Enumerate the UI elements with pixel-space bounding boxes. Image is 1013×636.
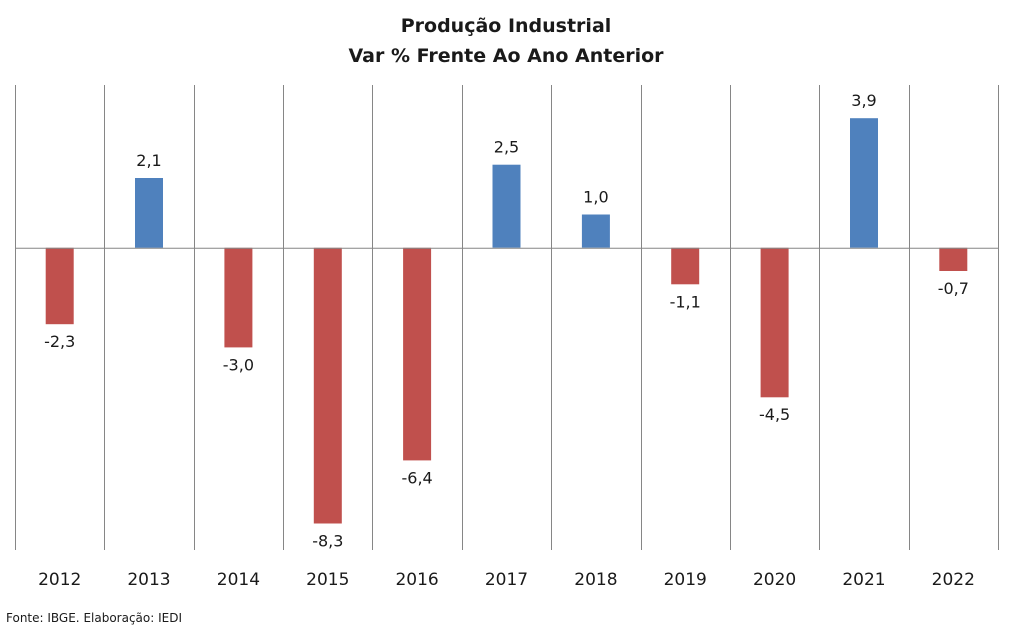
data-label-2012: -2,3 bbox=[44, 332, 75, 351]
data-labels: -2,3 2,1 -3,0 -8,3 -6,4 2,5 1,0 -1,1 -4,5 3,9 -0,7 bbox=[44, 91, 969, 550]
bar-2015 bbox=[313, 247, 342, 524]
data-label-2017: 2,5 bbox=[494, 138, 519, 157]
data-label-2020: -4,5 bbox=[759, 405, 790, 424]
x-tick-2016: 2016 bbox=[395, 570, 438, 590]
data-label-2016: -6,4 bbox=[401, 468, 432, 487]
x-tick-2022: 2022 bbox=[932, 570, 975, 590]
data-label-2013: 2,1 bbox=[136, 151, 161, 170]
x-tick-2015: 2015 bbox=[306, 570, 349, 590]
chart-subtitle: Var % Frente Ao Ano Anterior bbox=[348, 45, 664, 67]
bars bbox=[45, 118, 968, 524]
bar-2020 bbox=[760, 247, 789, 398]
data-label-2015: -8,3 bbox=[312, 531, 343, 550]
x-tick-2014: 2014 bbox=[217, 570, 260, 590]
x-tick-labels: 2012 2013 2014 2015 2016 2017 2018 2019 2020 2021… bbox=[38, 570, 975, 590]
x-tick-2017: 2017 bbox=[485, 570, 528, 590]
data-label-2021: 3,9 bbox=[851, 91, 876, 110]
bar-2014 bbox=[224, 247, 253, 348]
data-label-2022: -0,7 bbox=[938, 279, 969, 298]
bar-2019 bbox=[671, 247, 700, 285]
data-label-2014: -3,0 bbox=[223, 355, 254, 374]
data-label-2019: -1,1 bbox=[670, 292, 701, 311]
bar-2017 bbox=[492, 164, 521, 248]
gridlines bbox=[15, 85, 999, 550]
data-label-2018: 1,0 bbox=[583, 188, 608, 207]
x-tick-2021: 2021 bbox=[842, 570, 885, 590]
bar-2022 bbox=[939, 247, 968, 271]
bar-2016 bbox=[403, 247, 432, 461]
x-tick-2013: 2013 bbox=[127, 570, 170, 590]
x-tick-2012: 2012 bbox=[38, 570, 81, 590]
bar-2018 bbox=[581, 214, 610, 248]
bar-2013 bbox=[135, 178, 163, 248]
bar-2012 bbox=[45, 247, 74, 325]
x-tick-2019: 2019 bbox=[664, 570, 707, 590]
x-tick-2020: 2020 bbox=[753, 570, 796, 590]
x-tick-2018: 2018 bbox=[574, 570, 617, 590]
source-note: Fonte: IBGE. Elaboração: IEDI bbox=[6, 611, 183, 625]
chart-title: Produção Industrial bbox=[401, 15, 612, 37]
bar-2021 bbox=[850, 118, 878, 248]
